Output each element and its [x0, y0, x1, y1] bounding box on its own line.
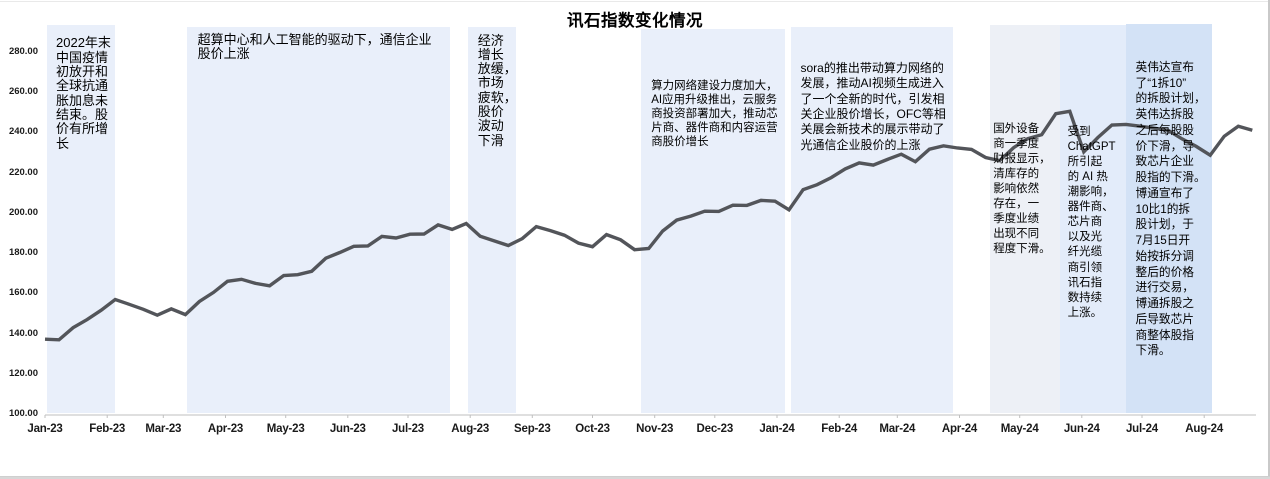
x-axis-label-May-24: May-24	[1000, 423, 1039, 435]
x-axis-label-Jul-24: Jul-24	[1125, 423, 1159, 435]
event-band-computing-network-buildup	[640, 28, 785, 413]
x-axis-label-Feb-23: Feb-23	[89, 423, 126, 435]
event-annotation-covid-reopen: 2022年末 中国疫情 初放开和 全球抗通 胀加息未 结束。股 价有所增 长	[56, 35, 111, 151]
y-axis-label: 100.00	[8, 408, 38, 420]
x-axis-label-Apr-23: Apr-23	[207, 423, 244, 435]
y-axis-label: 120.00	[8, 368, 38, 379]
x-axis-label-Nov-23: Nov-23	[636, 423, 674, 435]
event-annotation-economic-slowdown: 经济 增长 放缓， 市场 疲软， 股价 波动 下滑	[477, 32, 517, 148]
x-axis-label-Sep-23: Sep-23	[514, 423, 551, 435]
y-axis-label: 220.00	[8, 166, 38, 178]
index-line	[44, 109, 1253, 342]
event-band-nvidia-broadcom-split	[1126, 23, 1213, 413]
chart-border-top	[0, 1, 1269, 2]
y-axis-label: 180.00	[8, 247, 38, 259]
y-axis-label: 140.00	[8, 327, 38, 339]
y-axis-label: 240.00	[8, 126, 38, 138]
x-axis-label-Mar-24: Mar-24	[879, 423, 916, 435]
y-axis-label: 280.00	[8, 45, 38, 57]
chart-border-bottom	[0, 476, 1270, 479]
x-axis-label-Jul-23: Jul-23	[391, 423, 425, 435]
x-axis-label-Mar-23: Mar-23	[145, 423, 182, 435]
event-band-economic-slowdown	[468, 26, 517, 413]
event-annotation-q1-earnings-decline: 国外设备 商一季度 财报显示， 清库存的 影响依然 存在，一 季度业绩 出现不同…	[993, 123, 1051, 255]
x-axis-label-Dec-23: Dec-23	[696, 423, 734, 435]
y-axis-label: 200.00	[8, 206, 38, 218]
event-band-sora-launch	[791, 27, 954, 413]
x-axis-label-May-23: May-23	[266, 423, 305, 435]
x-axis-label-Jan-24: Jan-24	[759, 423, 795, 435]
y-axis-label: 260.00	[8, 86, 38, 97]
event-annotation-computing-network-buildup: 算力网络建设力度加大， AI应用升级推出，云服务 商投资部署加大，推动芯 片商、…	[651, 80, 778, 149]
event-annotation-nvidia-broadcom-split: 英伟达宣布 了“1拆10” 的拆股计划， 英伟达拆股 之后每股股 价下滑，导 致…	[1135, 60, 1206, 358]
x-axis-label-Apr-24: Apr-24	[941, 423, 978, 435]
x-axis-label-Feb-24: Feb-24	[821, 423, 858, 435]
x-axis-label-Jun-23: Jun-23	[329, 423, 366, 435]
chart-border-right	[1268, 0, 1270, 476]
event-band-chatgpt-ai-boom	[1059, 24, 1126, 413]
x-axis-label-Aug-24: Aug-24	[1185, 423, 1224, 435]
event-annotation-sora-launch: sora的推出带动算力网络的 发展，推动AI视频生成进入 了一个全新的时代，引发…	[800, 61, 946, 152]
x-axis-label-Jun-24: Jun-24	[1063, 423, 1100, 435]
x-axis-label-Jan-23: Jan-23	[27, 423, 63, 435]
event-annotation-supercomputing-ai: 超算中心和人工智能的驱动下，通信企业 股价上涨	[197, 31, 432, 61]
chart-title: 讯石指数变化情况	[567, 12, 703, 30]
x-axis-label-Oct-23: Oct-23	[575, 423, 610, 435]
event-band-covid-reopen	[47, 25, 116, 413]
x-axis-label-Aug-23: Aug-23	[451, 423, 490, 435]
event-band-supercomputing-ai	[187, 26, 451, 413]
y-axis-label: 160.00	[8, 287, 38, 299]
event-band-q1-earnings-decline	[989, 24, 1060, 413]
event-annotation-chatgpt-ai-boom: 受到 ChatGPT 所引起 的 AI 热 潮影响， 器件商、 芯片商 以及光 …	[1067, 125, 1116, 319]
